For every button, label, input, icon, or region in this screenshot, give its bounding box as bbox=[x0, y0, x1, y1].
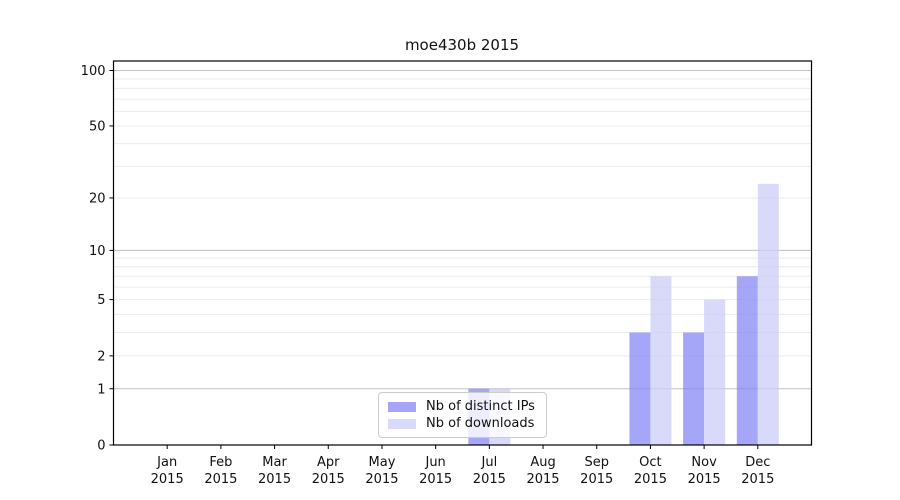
x-tick-year-label: 2015 bbox=[634, 472, 667, 487]
y-tick-label: 100 bbox=[81, 64, 106, 79]
x-tick-month-label: Oct bbox=[639, 455, 661, 470]
x-tick-month-label: Sep bbox=[584, 455, 609, 470]
bar-downloads-nov bbox=[704, 299, 726, 445]
x-tick-year-label: 2015 bbox=[419, 472, 452, 487]
x-tick-month-label: Aug bbox=[530, 455, 555, 470]
chart-title: moe430b 2015 bbox=[404, 36, 520, 54]
x-tick-month-label: Mar bbox=[262, 455, 287, 470]
x-tick-year-label: 2015 bbox=[312, 472, 345, 487]
x-tick-year-label: 2015 bbox=[365, 472, 398, 487]
legend-swatch-downloads-icon bbox=[388, 418, 416, 429]
legend-label-distinct-ips: Nb of distinct IPs bbox=[426, 399, 535, 414]
x-tick-month-label: Jun bbox=[424, 455, 445, 470]
x-tick-year-label: 2015 bbox=[580, 472, 613, 487]
x-tick-month-label: Dec bbox=[745, 455, 770, 470]
bar-distinct-ips-dec bbox=[736, 276, 758, 445]
legend-item-downloads: Nb of downloads bbox=[388, 416, 537, 431]
legend-label-downloads: Nb of downloads bbox=[426, 416, 535, 431]
x-tick-year-label: 2015 bbox=[473, 472, 506, 487]
legend-item-distinct-ips: Nb of distinct IPs bbox=[388, 399, 537, 414]
x-tick-year-label: 2015 bbox=[741, 472, 774, 487]
x-tick-year-label: 2015 bbox=[204, 472, 237, 487]
bar-downloads-dec bbox=[757, 183, 779, 445]
x-tick-year-label: 2015 bbox=[151, 472, 184, 487]
x-tick-year-label: 2015 bbox=[688, 472, 721, 487]
y-tick-label: 5 bbox=[97, 293, 105, 308]
y-tick-label: 1 bbox=[97, 382, 105, 397]
x-tick-month-label: Jul bbox=[481, 455, 498, 470]
y-tick-label: 20 bbox=[89, 191, 106, 206]
bar-downloads-oct bbox=[650, 276, 672, 445]
x-tick-month-label: May bbox=[369, 455, 396, 470]
bar-distinct-ips-nov bbox=[683, 332, 705, 445]
y-tick-label: 10 bbox=[89, 244, 106, 259]
x-tick-year-label: 2015 bbox=[258, 472, 291, 487]
x-tick-month-label: Nov bbox=[691, 455, 717, 470]
y-tick-label: 50 bbox=[89, 119, 106, 134]
y-tick-label: 2 bbox=[97, 349, 105, 364]
x-tick-month-label: Apr bbox=[317, 455, 340, 470]
legend: Nb of distinct IPs Nb of downloads bbox=[378, 392, 547, 438]
x-tick-month-label: Feb bbox=[209, 455, 232, 470]
y-tick-label: 0 bbox=[97, 439, 105, 454]
x-tick-year-label: 2015 bbox=[526, 472, 559, 487]
x-tick-month-label: Jan bbox=[156, 455, 177, 470]
bar-distinct-ips-oct bbox=[629, 332, 651, 445]
legend-swatch-distinct-ips-icon bbox=[388, 401, 416, 412]
axes-spines bbox=[112, 60, 813, 446]
